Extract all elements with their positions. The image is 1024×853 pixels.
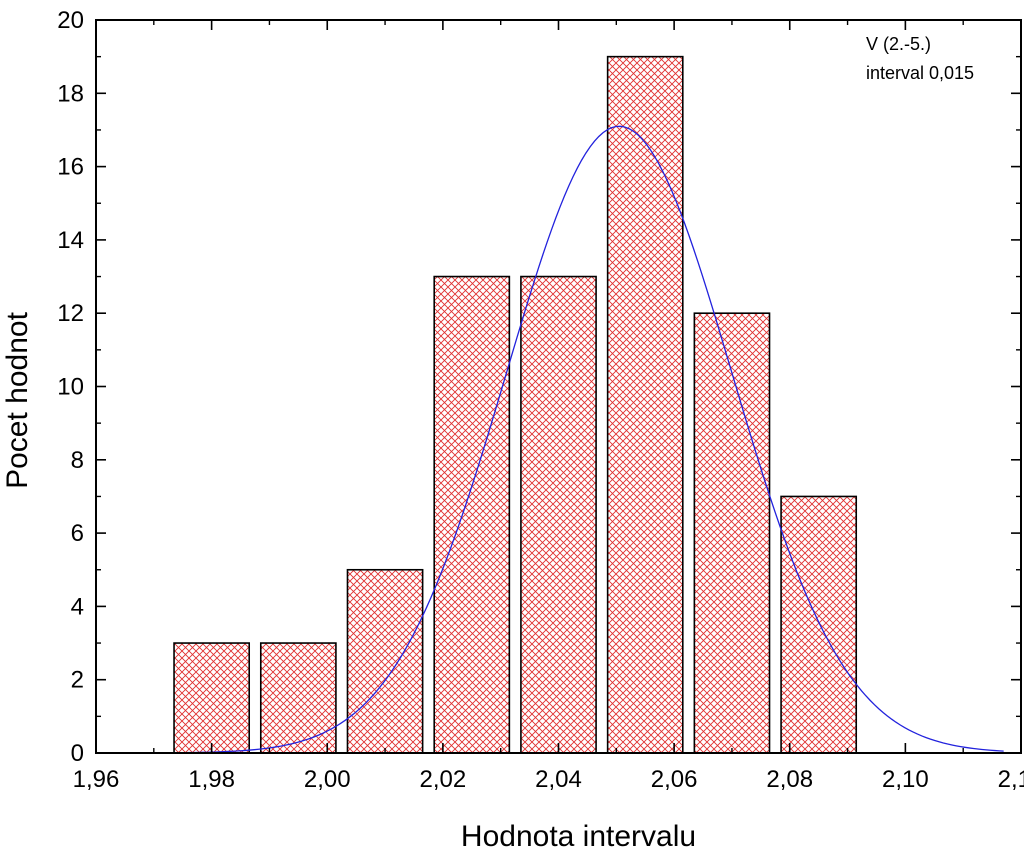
- y-tick-label-2: 4: [71, 593, 84, 620]
- x-tick-label-8: 2,12: [998, 766, 1024, 793]
- annotation-series: V (2.-5.): [866, 34, 931, 54]
- bar-3: [433, 275, 511, 754]
- y-tick-label-1: 2: [71, 667, 84, 694]
- y-tick-label-3: 6: [71, 520, 84, 547]
- bar-4: [520, 275, 597, 754]
- bar-2: [346, 568, 424, 754]
- x-tick-label-5: 2,06: [651, 766, 698, 793]
- y-tick-label-8: 16: [57, 154, 84, 181]
- y-tick-label-4: 8: [71, 447, 84, 474]
- bars: [173, 55, 858, 754]
- y-axis-title: Pocet hodnot: [1, 311, 34, 488]
- x-tick-label-1: 1,98: [188, 766, 235, 793]
- y-tick-label-7: 14: [57, 227, 84, 254]
- bar-6: [693, 312, 771, 754]
- y-tick-label-0: 0: [71, 740, 84, 767]
- x-tick-label-2: 2,00: [304, 766, 351, 793]
- y-tick-label-5: 10: [57, 374, 84, 401]
- bar-5: [606, 55, 684, 754]
- bar-7: [780, 495, 858, 754]
- x-tick-label-6: 2,08: [766, 766, 813, 793]
- tick-labels: 1,96 1,98 2,00 2,02 2,04 2,06 2,08 2,10 2,12 0 2 4 6…: [57, 7, 1024, 793]
- y-tick-label-10: 20: [57, 7, 84, 34]
- fit-curve-group: [142, 125, 1004, 754]
- y-tick-label-6: 12: [57, 300, 84, 327]
- annotation-interval: interval 0,015: [866, 63, 974, 83]
- bar-0: [173, 642, 251, 754]
- x-tick-label-7: 2,10: [882, 766, 929, 793]
- fit-curve: [142, 125, 1004, 754]
- x-tick-label-4: 2,04: [535, 766, 582, 793]
- x-axis-title: Hodnota intervalu: [461, 820, 696, 853]
- x-tick-label-3: 2,02: [420, 766, 467, 793]
- axis-ticks: [95, 19, 1022, 754]
- bar-1: [259, 642, 337, 754]
- x-tick-label-0: 1,96: [73, 766, 120, 793]
- y-tick-label-9: 18: [57, 80, 84, 107]
